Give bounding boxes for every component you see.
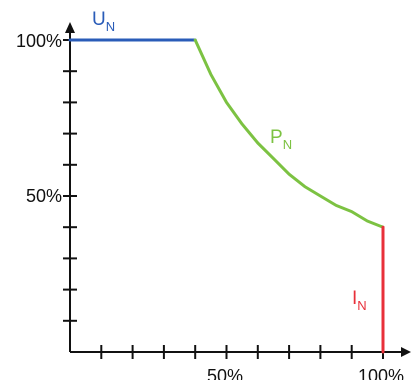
series-name-u: U (92, 9, 106, 30)
series-sub-u: N (106, 19, 115, 34)
series-sub-p: N (283, 137, 292, 152)
x-tick-label-50: 50% (207, 366, 243, 380)
series-name-p: P (270, 127, 283, 148)
series-name-i: I (352, 288, 357, 309)
series-label-u: UN (92, 9, 115, 34)
y-tick-label-100: 100% (16, 31, 62, 51)
y-axis-arrow (65, 22, 75, 33)
series-line-p (193, 38, 385, 229)
x-axis-arrow (401, 347, 411, 357)
x-tick-label-100: 100% (358, 366, 404, 380)
series-sub-i: N (357, 298, 366, 313)
y-tick-label-50: 50% (26, 186, 62, 206)
series-label-p: PN (270, 127, 292, 152)
series-label-i: IN (352, 288, 367, 313)
series-lines (68, 38, 385, 354)
tick-marks (63, 39, 384, 359)
